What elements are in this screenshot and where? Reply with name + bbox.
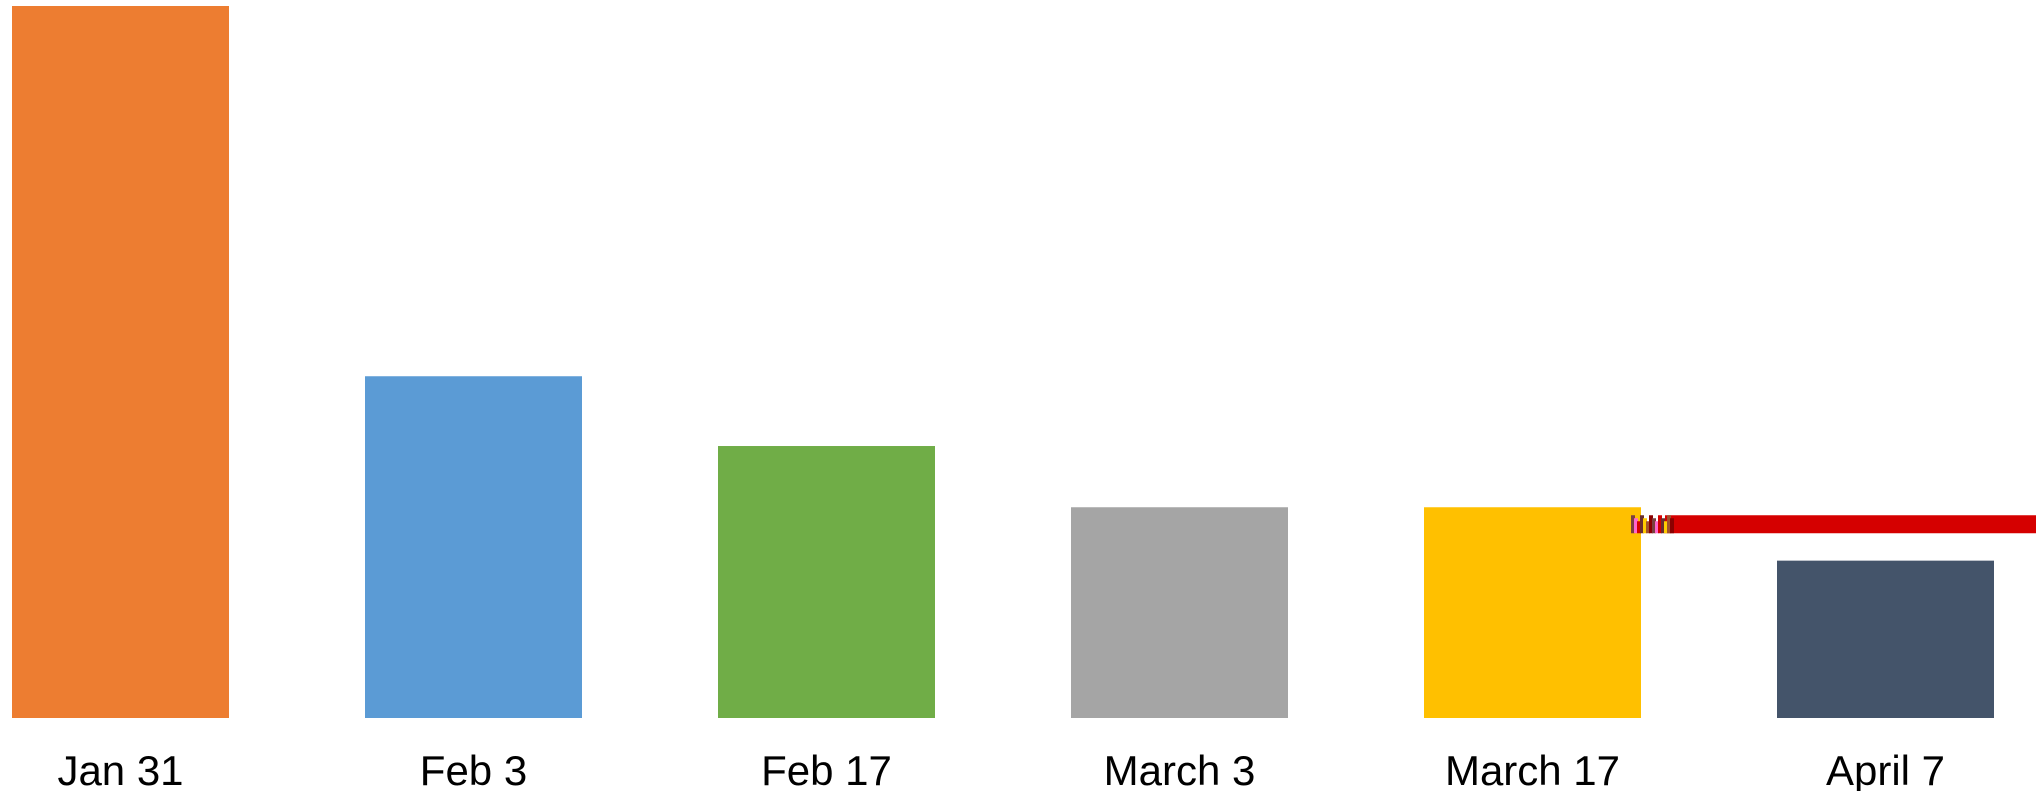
bar-march-17 (1424, 507, 1641, 718)
reference-line-artifact (1652, 518, 1656, 534)
reference-line-artifact (1637, 521, 1641, 534)
reference-line-artifact (1658, 515, 1662, 534)
x-tick-label-feb-17: Feb 17 (761, 747, 892, 791)
bar-feb-17 (718, 446, 935, 718)
reference-line-artifact (1670, 518, 1674, 534)
x-tick-label-april-7: April 7 (1826, 747, 1945, 791)
x-tick-label-march-3: March 3 (1104, 747, 1256, 791)
bar-feb-3 (365, 376, 582, 718)
category-labels: Jan 31 Feb 3 Feb 17 March 3 March 17 April 7 (57, 747, 1945, 791)
reference-line-artifact (1640, 515, 1644, 534)
reference-line (1665, 515, 2036, 534)
reference-line-artifact (1655, 521, 1659, 534)
reference-line-artifact (1661, 518, 1665, 534)
reference-line-artifact (1664, 521, 1668, 534)
x-tick-label-jan-31: Jan 31 (57, 747, 183, 791)
bar-jan-31 (12, 6, 229, 718)
reference-line-artifact (1649, 515, 1653, 534)
annotation-layer (1631, 515, 2036, 534)
bars-layer (12, 6, 1994, 718)
reference-line-artifact (1646, 521, 1650, 534)
reference-line-artifact (1643, 518, 1647, 534)
reference-line-artifact (1631, 515, 1635, 534)
reference-line-artifact (1634, 518, 1638, 534)
x-tick-label-feb-3: Feb 3 (420, 747, 527, 791)
reference-line-artifact (1667, 515, 1671, 534)
bar-april-7 (1777, 560, 1994, 718)
bar-march-3 (1071, 507, 1288, 718)
x-tick-label-march-17: March 17 (1445, 747, 1620, 791)
